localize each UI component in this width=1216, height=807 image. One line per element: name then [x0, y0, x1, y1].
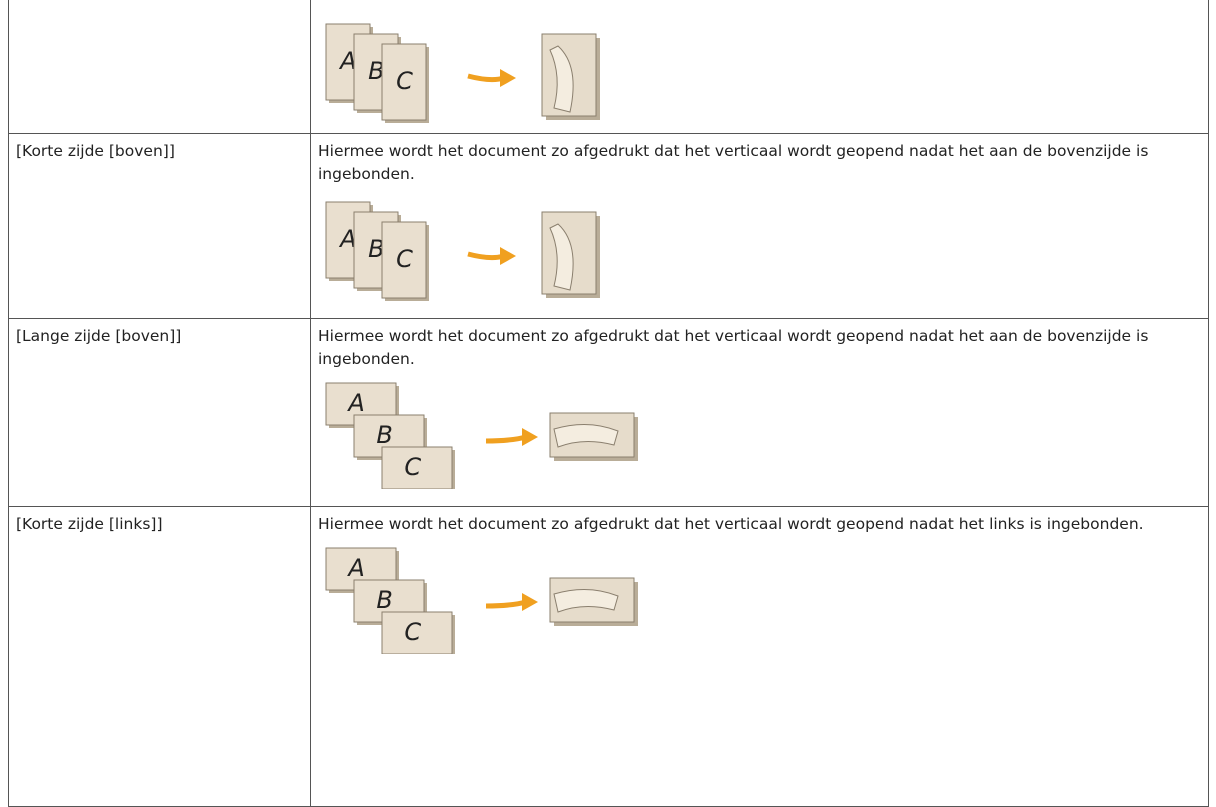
page-letter: C [404, 453, 421, 481]
description: Hiermee wordt het document zo afgedrukt … [318, 327, 1149, 368]
description: Hiermee wordt het document zo afgedrukt … [318, 515, 1144, 533]
page-letter: A [346, 389, 364, 417]
description: Hiermee wordt het document zo afgedrukt … [318, 142, 1149, 183]
table-row: [Korte zijde [links]] Hiermee wordt het d… [8, 506, 1209, 807]
arrow [467, 73, 505, 83]
page-letter: C [396, 67, 413, 95]
description-cell: Hiermee wordt het document zo afgedrukt … [310, 506, 1209, 807]
page [381, 611, 453, 654]
page-letter: B [376, 421, 392, 449]
arrow-head [522, 428, 538, 446]
setting-cell: [Korte zijde [boven]] [8, 133, 311, 319]
table-row: [Lange zijde [boven]] Hiermee wordt het d… [8, 318, 1209, 507]
page [381, 43, 427, 121]
arrow [485, 599, 527, 609]
page-letter: A [338, 225, 356, 253]
result-fold [553, 588, 619, 613]
settings-table: A B C [Korte zijde [boven]] Hiermee wordt he… [8, 0, 1209, 807]
page-letter: A [346, 554, 364, 582]
setting-cell: [Lange zijde [boven]] [8, 318, 311, 507]
page [381, 446, 453, 489]
result-fold [549, 45, 574, 113]
setting-name: [Korte zijde [boven]] [16, 142, 175, 160]
page-letter: B [368, 57, 384, 85]
illustration: ABC [325, 382, 638, 489]
arrow-head [500, 247, 516, 265]
setting-cell [8, 0, 311, 134]
page-letter: A [338, 47, 356, 75]
page-letter: B [368, 235, 384, 263]
setting-name: [Korte zijde [links]] [16, 515, 163, 533]
arrow-head [522, 593, 538, 611]
page [381, 221, 427, 299]
page-letter: B [376, 586, 392, 614]
arrow [485, 434, 527, 444]
arrow [467, 251, 505, 261]
description-cell: Hiermee wordt het document zo afgedrukt … [310, 133, 1209, 319]
page-letter: C [404, 618, 421, 646]
setting-name: [Lange zijde [boven]] [16, 327, 182, 345]
setting-cell: [Korte zijde [links]] [8, 506, 311, 807]
illustration: ABC [325, 547, 638, 654]
page-letter: C [396, 245, 413, 273]
result-fold [553, 423, 619, 448]
table-row: [Korte zijde [boven]] Hiermee wordt het d… [8, 133, 1209, 319]
description-cell: Hiermee wordt het document zo afgedrukt … [310, 318, 1209, 507]
arrow-head [500, 69, 516, 87]
result-fold [549, 223, 574, 291]
